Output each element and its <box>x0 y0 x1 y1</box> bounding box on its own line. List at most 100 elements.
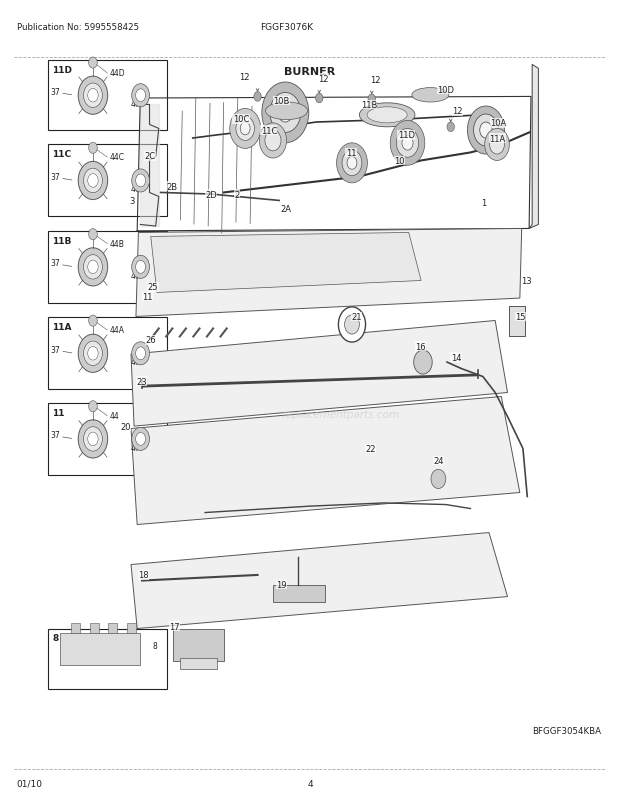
Circle shape <box>316 94 323 103</box>
Circle shape <box>390 121 425 166</box>
Circle shape <box>342 151 362 176</box>
Text: 10C: 10C <box>233 115 249 124</box>
Circle shape <box>87 89 98 103</box>
Text: 16: 16 <box>415 342 425 351</box>
Circle shape <box>396 129 418 158</box>
Text: 11A: 11A <box>489 135 505 144</box>
Circle shape <box>254 92 261 102</box>
Circle shape <box>87 432 98 446</box>
Circle shape <box>78 249 108 286</box>
Circle shape <box>345 315 360 334</box>
Circle shape <box>241 123 250 136</box>
Circle shape <box>368 95 376 104</box>
Polygon shape <box>151 233 421 293</box>
Polygon shape <box>131 321 508 427</box>
Text: 47: 47 <box>131 272 141 281</box>
Polygon shape <box>131 533 508 629</box>
Circle shape <box>414 350 432 375</box>
Circle shape <box>84 342 102 366</box>
Circle shape <box>262 83 309 144</box>
Circle shape <box>84 84 102 108</box>
Text: 19: 19 <box>276 581 286 589</box>
Circle shape <box>78 334 108 373</box>
Ellipse shape <box>265 103 308 120</box>
Text: FGGF3076K: FGGF3076K <box>260 23 314 32</box>
Text: 11C: 11C <box>260 127 277 136</box>
Ellipse shape <box>412 88 449 103</box>
Text: 4: 4 <box>307 779 313 788</box>
Bar <box>126 624 136 633</box>
Circle shape <box>402 136 413 151</box>
Text: 11: 11 <box>346 148 356 158</box>
Text: 37: 37 <box>51 172 61 182</box>
Text: BFGGF3054KBA: BFGGF3054KBA <box>533 726 601 735</box>
Text: 44D: 44D <box>110 69 125 79</box>
Circle shape <box>87 174 98 188</box>
Circle shape <box>131 170 149 192</box>
Text: 23: 23 <box>136 377 146 387</box>
Text: 8: 8 <box>153 641 157 650</box>
Text: 11: 11 <box>142 293 153 302</box>
Text: 11D: 11D <box>52 66 72 75</box>
Polygon shape <box>136 229 521 317</box>
Circle shape <box>84 427 102 452</box>
Polygon shape <box>529 65 538 229</box>
Text: 01/10: 01/10 <box>17 779 43 788</box>
Circle shape <box>431 470 446 489</box>
Text: 18: 18 <box>138 571 149 580</box>
Text: 20: 20 <box>120 422 130 431</box>
Text: BURNER: BURNER <box>285 67 335 77</box>
Circle shape <box>89 229 97 241</box>
Circle shape <box>467 107 505 155</box>
Text: 47: 47 <box>131 444 141 452</box>
Text: 15: 15 <box>516 313 526 322</box>
Circle shape <box>78 77 108 115</box>
Text: 11D: 11D <box>397 132 415 140</box>
Circle shape <box>136 90 146 103</box>
Bar <box>48 629 167 689</box>
Text: 17: 17 <box>169 622 180 631</box>
Circle shape <box>490 136 505 155</box>
Circle shape <box>265 131 281 152</box>
Circle shape <box>230 109 260 149</box>
Text: 10: 10 <box>394 156 404 166</box>
Text: 22: 22 <box>366 444 376 453</box>
Circle shape <box>136 261 146 274</box>
Text: 10D: 10D <box>437 86 454 95</box>
Text: 37: 37 <box>51 259 61 268</box>
Text: 11B: 11B <box>361 101 377 110</box>
Text: 25: 25 <box>148 283 158 292</box>
Ellipse shape <box>367 107 407 124</box>
Circle shape <box>339 307 366 342</box>
Text: 3: 3 <box>130 196 135 205</box>
Circle shape <box>131 84 149 107</box>
Circle shape <box>236 117 254 141</box>
Text: replacementparts.com: replacementparts.com <box>282 410 400 419</box>
Bar <box>90 624 99 633</box>
Text: 44C: 44C <box>110 153 125 162</box>
Text: 24: 24 <box>433 456 444 465</box>
Bar <box>48 61 167 131</box>
Bar <box>48 145 167 217</box>
Circle shape <box>131 256 149 279</box>
Circle shape <box>447 123 454 132</box>
Ellipse shape <box>360 103 415 128</box>
Circle shape <box>270 93 301 133</box>
Text: 37: 37 <box>51 346 61 354</box>
Text: 10B: 10B <box>273 97 290 106</box>
Text: 44B: 44B <box>110 240 125 249</box>
Circle shape <box>89 316 97 327</box>
Text: 12: 12 <box>318 75 329 83</box>
Polygon shape <box>180 658 218 669</box>
Circle shape <box>87 261 98 274</box>
Polygon shape <box>273 585 326 602</box>
Circle shape <box>136 347 146 360</box>
Text: 26: 26 <box>145 336 156 345</box>
Circle shape <box>278 103 293 123</box>
Text: 2: 2 <box>235 190 240 199</box>
Text: 13: 13 <box>521 277 532 286</box>
Text: 2B: 2B <box>167 182 178 192</box>
Text: 10A: 10A <box>490 119 507 128</box>
Text: 47: 47 <box>131 185 141 194</box>
Polygon shape <box>131 397 520 525</box>
